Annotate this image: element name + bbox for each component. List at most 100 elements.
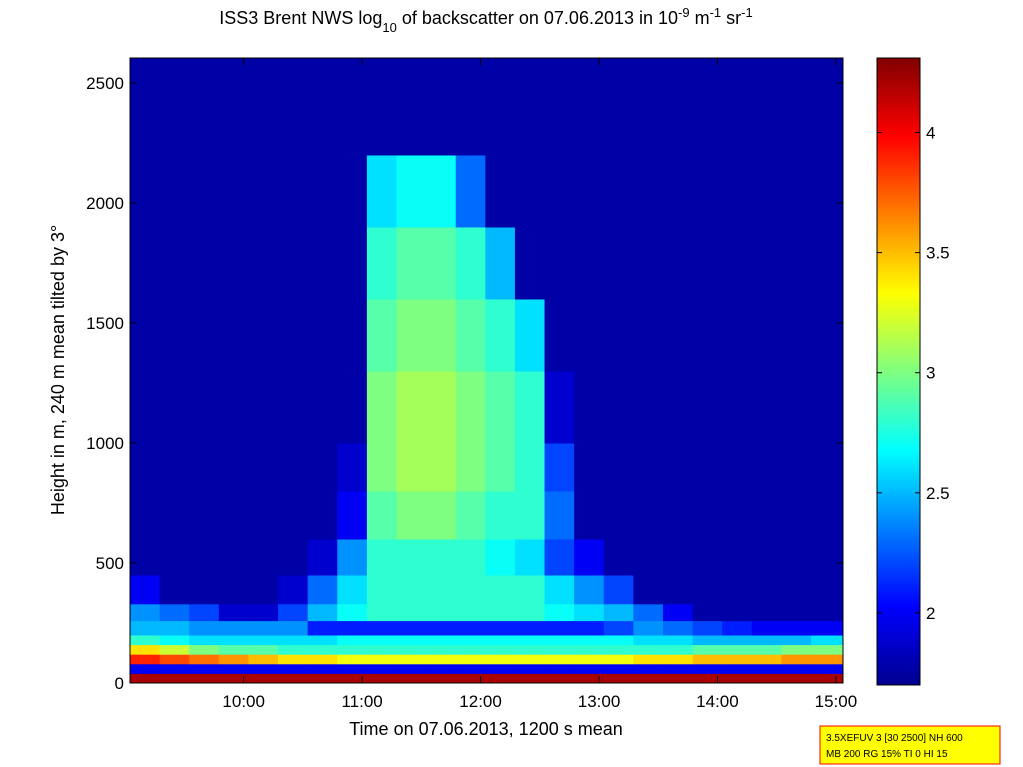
heatmap-cell (544, 538, 575, 576)
heatmap-cell (189, 58, 220, 156)
chart-title: ISS3 Brent NWS log10 of backscatter on 0… (219, 5, 752, 35)
heatmap-cell (396, 654, 427, 665)
heatmap-cell (781, 644, 812, 655)
heatmap-cell (455, 673, 486, 684)
heatmap-cell (218, 673, 249, 684)
heatmap-cell (662, 298, 694, 372)
heatmap-cell (514, 154, 546, 228)
heatmap-cell (130, 603, 161, 622)
heatmap-cell (751, 370, 782, 444)
heatmap-cell (159, 538, 190, 576)
heatmap-cell (633, 298, 664, 372)
heatmap-cell (574, 663, 605, 674)
heatmap-cell (189, 644, 220, 655)
heatmap-cell (692, 370, 723, 444)
heatmap-cell (603, 620, 634, 636)
heatmap-cell (426, 603, 457, 622)
heatmap-cell (781, 154, 812, 228)
title-part: -1 (741, 5, 753, 20)
heatmap-cell (307, 538, 338, 576)
heatmap-cell (662, 644, 694, 655)
heatmap-cell (692, 644, 723, 655)
heatmap-cell (811, 654, 844, 665)
heatmap-cell (722, 654, 753, 665)
heatmap-cell (633, 442, 664, 492)
heatmap-cell (722, 154, 753, 228)
heatmap-cell (366, 654, 397, 665)
heatmap-cell (603, 663, 634, 674)
heatmap-cell (662, 574, 694, 605)
heatmap-cell (455, 442, 486, 492)
heatmap-cell (722, 298, 753, 372)
heatmap-cell (751, 574, 782, 605)
heatmap-cell (574, 154, 605, 228)
heatmap-cell (366, 370, 397, 444)
y-tick-label: 2000 (86, 194, 124, 213)
heatmap-cell (159, 644, 190, 655)
heatmap-cell (130, 490, 161, 540)
heatmap-cell (633, 620, 664, 636)
heatmap-cell (189, 663, 220, 674)
heatmap-cell (722, 620, 753, 636)
heatmap-cell (366, 58, 397, 156)
heatmap-cell (189, 634, 220, 646)
heatmap-cell (189, 673, 220, 684)
heatmap-cell (278, 644, 309, 655)
heatmap-cell (426, 673, 457, 684)
x-tick-label: 13:00 (578, 692, 621, 711)
heatmap-cell (633, 663, 664, 674)
heatmap-cell (811, 226, 844, 300)
heatmap-cell (544, 620, 575, 636)
heatmap-cell (189, 154, 220, 228)
heatmap-cell (455, 298, 486, 372)
heatmap-cell (366, 663, 397, 674)
heatmap-cell (426, 644, 457, 655)
heatmap-cell (426, 654, 457, 665)
heatmap-cell (218, 654, 249, 665)
heatmap-cell (130, 673, 161, 684)
heatmap-cell (278, 226, 309, 300)
heatmap-cell (366, 574, 397, 605)
heatmap-cell (426, 154, 457, 228)
heatmap-cell (811, 58, 844, 156)
heatmap-cell (514, 663, 546, 674)
heatmap-cell (218, 603, 249, 622)
heatmap-cell (781, 673, 812, 684)
heatmap-cell (603, 226, 634, 300)
heatmap-cell (396, 442, 427, 492)
heatmap-cell (603, 574, 634, 605)
heatmap-cell (248, 442, 279, 492)
heatmap-cell (396, 663, 427, 674)
heatmap-cell (337, 634, 368, 646)
heatmap-cell (366, 490, 397, 540)
heatmap-cell (455, 634, 486, 646)
heatmap-cell (633, 490, 664, 540)
heatmap-cell (366, 603, 397, 622)
heatmap-cell (278, 634, 309, 646)
heatmap-cell (751, 634, 782, 646)
heatmap-cell (485, 154, 516, 228)
colorbar-tick-label: 4 (926, 123, 935, 142)
heatmap-cell (574, 654, 605, 665)
heatmap-cell (248, 634, 279, 646)
heatmap-cell (662, 538, 694, 576)
heatmap-cell (130, 654, 161, 665)
heatmap-cell (811, 154, 844, 228)
heatmap-cell (307, 298, 338, 372)
heatmap-cell (781, 603, 812, 622)
heatmap-cell (751, 442, 782, 492)
info-line: 3.5XEFUV 3 [30 2500] NH 600 (826, 733, 963, 744)
heatmap-cell (633, 154, 664, 228)
heatmap-cell (426, 370, 457, 444)
heatmap-cell (189, 226, 220, 300)
heatmap-cell (781, 654, 812, 665)
heatmap-cell (485, 663, 516, 674)
heatmap-cell (426, 58, 457, 156)
heatmap-cell (544, 644, 575, 655)
title-part: -1 (710, 5, 722, 20)
y-tick-label: 1000 (86, 434, 124, 453)
heatmap-cell (485, 442, 516, 492)
heatmap-cell (159, 663, 190, 674)
heatmap-cell (781, 226, 812, 300)
